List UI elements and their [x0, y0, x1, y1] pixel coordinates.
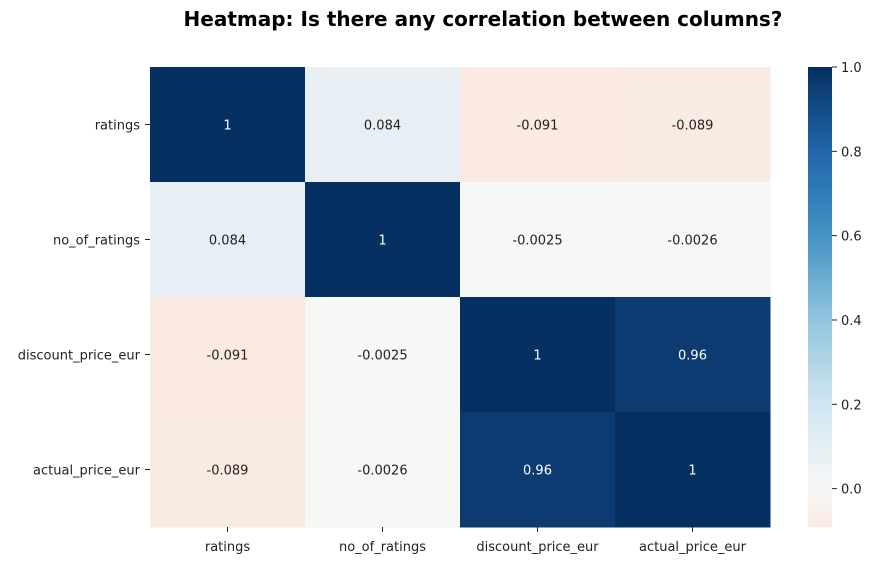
cell-value-label: -0.0025 — [357, 349, 407, 364]
cell-value-label: 0.96 — [678, 349, 707, 364]
heatmap-cell — [305, 297, 461, 413]
chart-title: Heatmap: Is there any correlation betwee… — [184, 7, 783, 31]
cell-value-label: -0.091 — [207, 349, 249, 364]
colorbar-tick-label: 1.0 — [841, 61, 862, 76]
cell-value-label: -0.091 — [517, 119, 559, 134]
cell-value-label: 1 — [378, 234, 386, 249]
x-axis-labels: ratings no_of_ratings discount_price_eur ac… — [205, 527, 747, 555]
heatmap-cell — [305, 412, 461, 528]
colorbar-tick-label: 0.2 — [841, 398, 862, 413]
colorbar: 0.0 0.2 0.4 0.6 0.8 1.0 — [808, 61, 862, 527]
heatmap-cell — [460, 182, 616, 298]
cell-value-label: -0.0026 — [357, 464, 407, 479]
x-tick-label: no_of_ratings — [339, 540, 426, 555]
colorbar-gradient — [808, 67, 832, 527]
heatmap-cell — [150, 67, 306, 183]
y-tick-label: no_of_ratings — [53, 234, 140, 249]
heatmap-cell — [150, 297, 306, 413]
cell-value-label: 1 — [533, 349, 541, 364]
heatmap-cell — [615, 412, 771, 528]
y-axis-labels: ratings no_of_ratings discount_price_eurac… — [18, 119, 150, 479]
colorbar-tick-label: 0.6 — [841, 230, 862, 245]
colorbar-tick-label: 0.0 — [841, 483, 862, 498]
heatmap-cell — [460, 412, 616, 528]
heatmap-cell — [150, 412, 306, 528]
cell-value-label: 1 — [223, 119, 231, 134]
heatmap-cell — [460, 297, 616, 413]
colorbar-tick-label: 0.4 — [841, 314, 862, 329]
heatmap-cell — [460, 67, 616, 183]
x-tick-label: ratings — [205, 540, 251, 555]
heatmap-cell — [615, 297, 771, 413]
heatmap-cells: 1 0.084 -0.091 -0.089 0.084 1 -0.0025 -0.0026 -0… — [150, 67, 771, 528]
cell-value-label: -0.0026 — [667, 234, 717, 249]
y-tick-label: discount_price_eur — [18, 349, 141, 364]
cell-value-label: 0.084 — [209, 234, 246, 249]
cell-value-label: -0.089 — [207, 464, 249, 479]
heatmap-cell — [305, 182, 461, 298]
heatmap-cell — [150, 182, 306, 298]
cell-value-label: 0.96 — [523, 464, 552, 479]
colorbar-tick-label: 0.8 — [841, 145, 862, 160]
heatmap-cell — [615, 182, 771, 298]
cell-value-label: -0.0025 — [512, 234, 562, 249]
cell-value-label: 1 — [688, 464, 696, 479]
y-tick-label: ratings — [95, 119, 141, 134]
heatmap-cell — [615, 67, 771, 183]
cell-value-label: 0.084 — [364, 119, 401, 134]
x-tick-label: discount_price_eur — [476, 540, 599, 555]
cell-value-label: -0.089 — [672, 119, 714, 134]
x-tick-label: actual_price_eur — [639, 540, 747, 555]
heatmap-cell — [305, 67, 461, 183]
y-tick-label: actual_price_eur — [33, 464, 141, 479]
